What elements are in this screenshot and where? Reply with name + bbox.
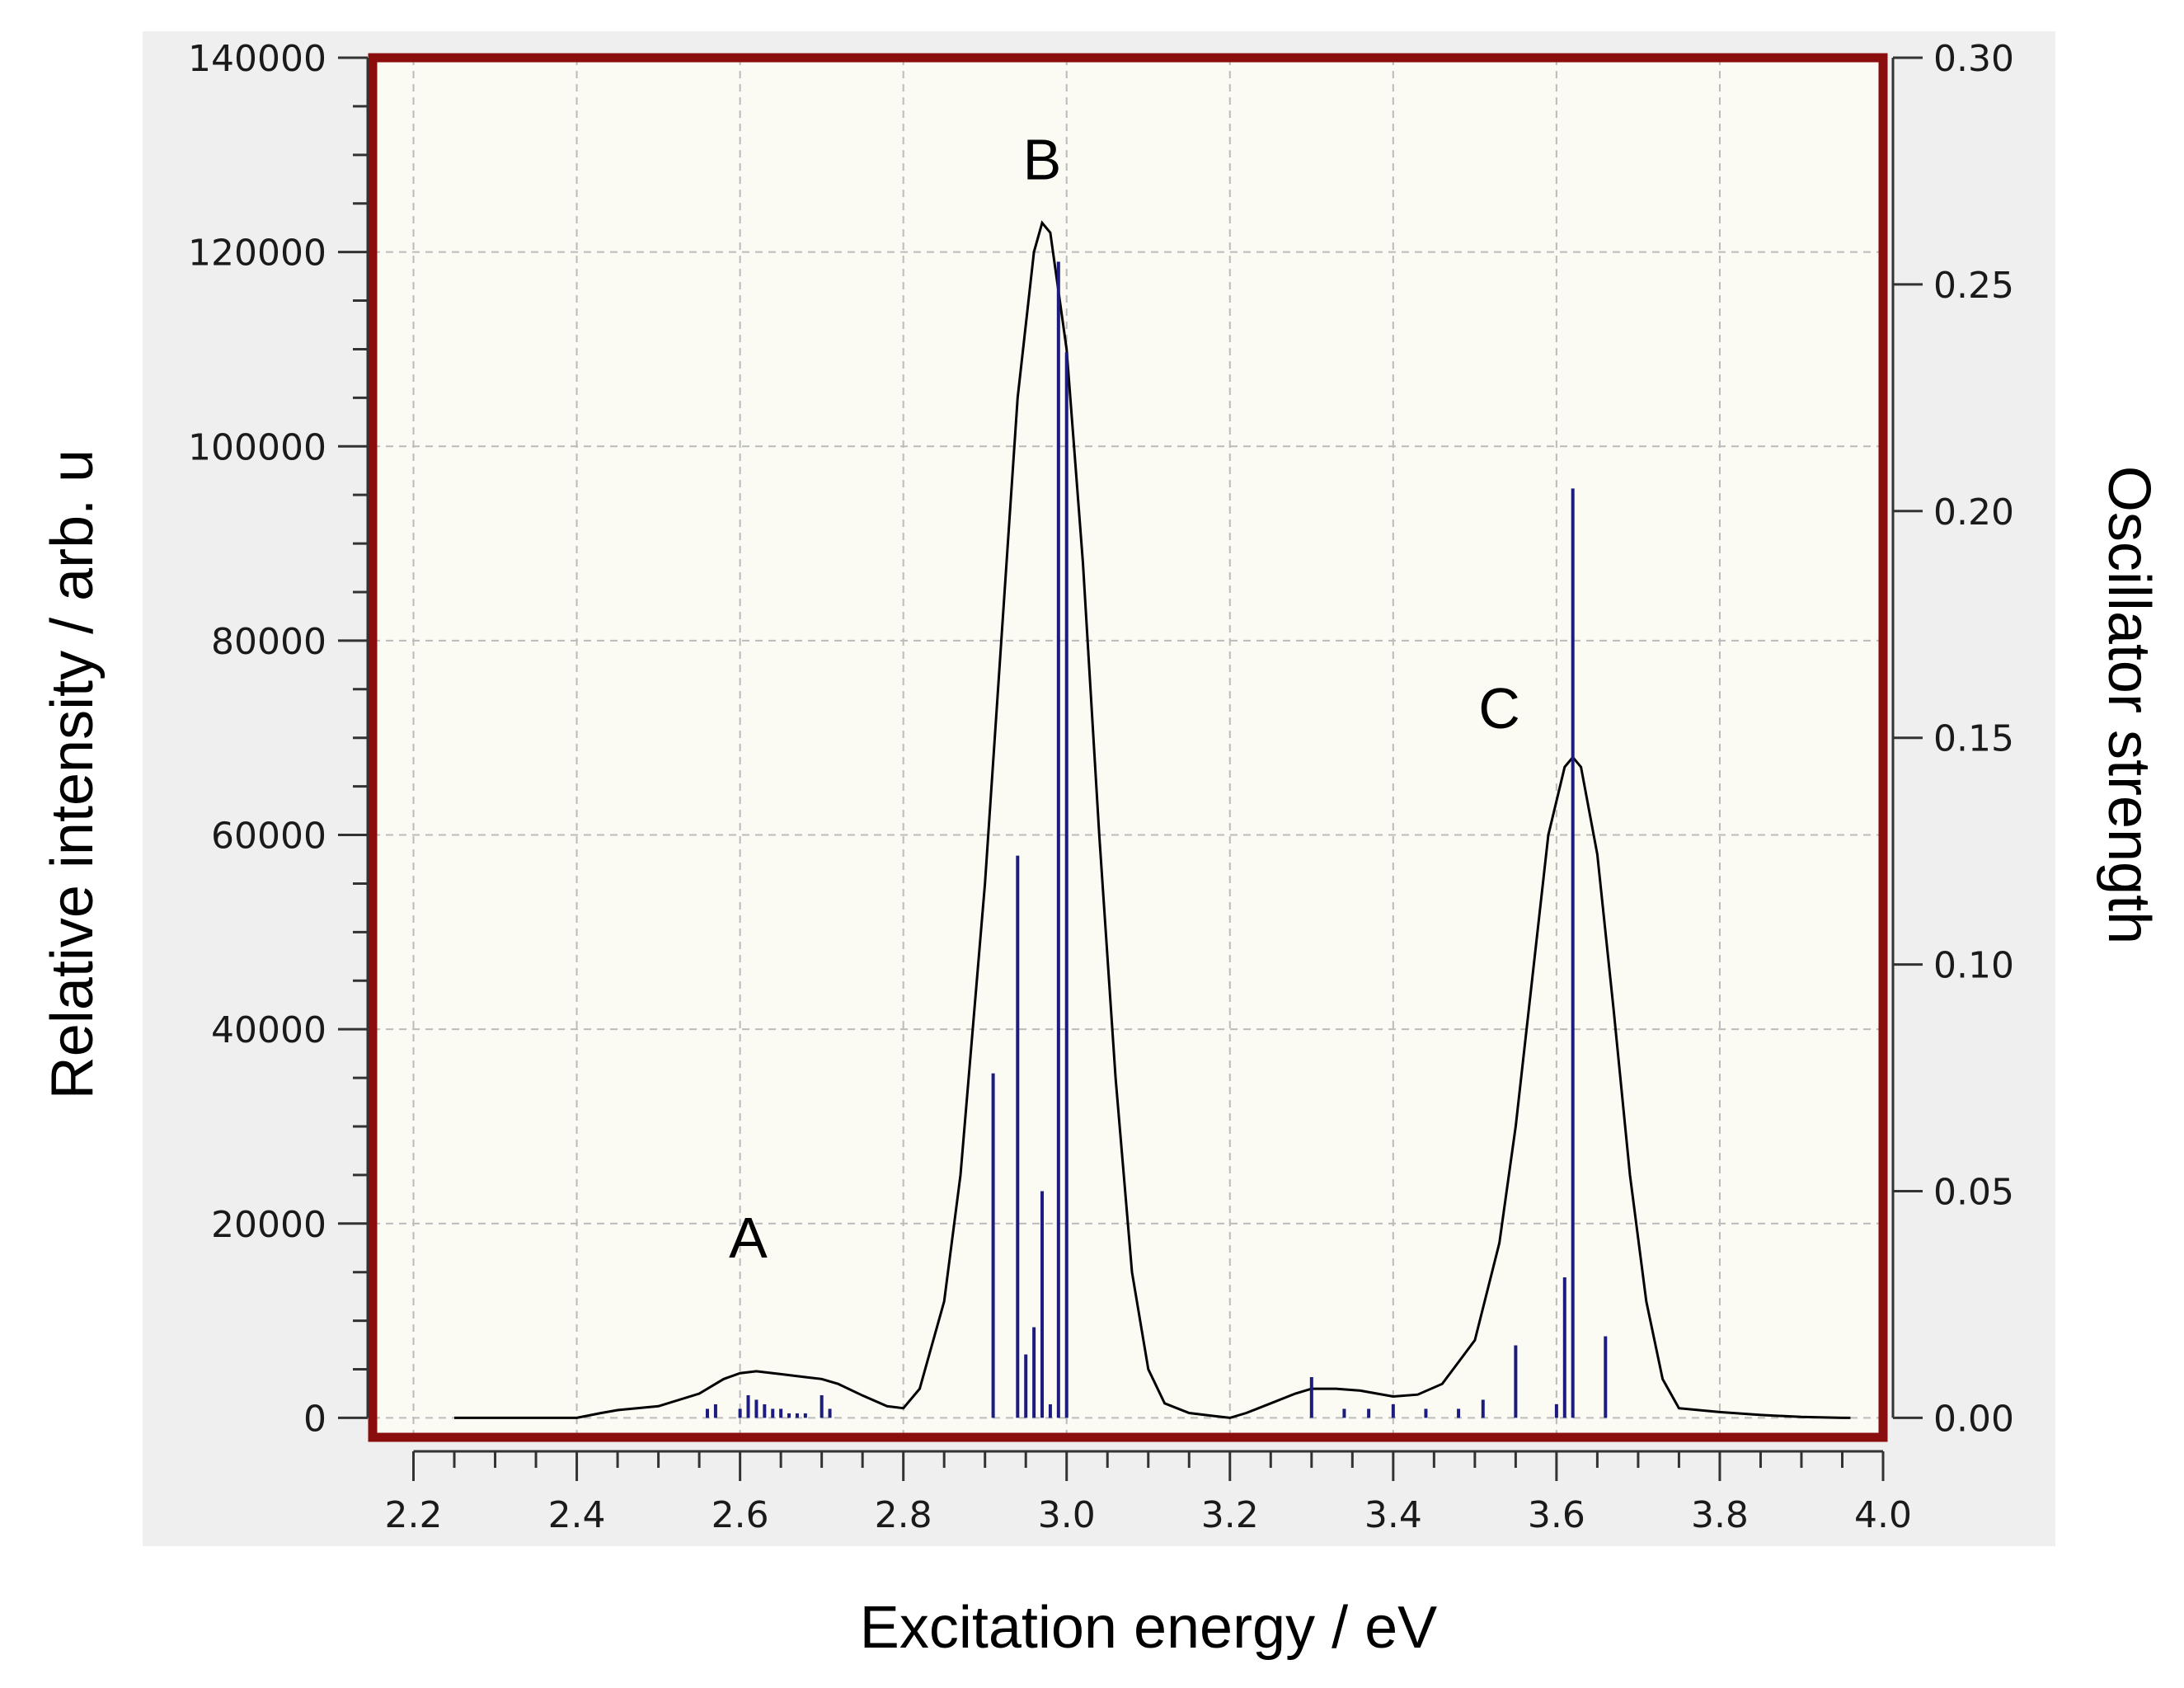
curve-layer: [454, 220, 1851, 1419]
y2-tick-label-3: 0.15: [1933, 718, 2014, 760]
x-tick-label-0: 2.2: [385, 1494, 443, 1536]
y2-axis-title: Oscillator strength: [2096, 466, 2162, 944]
x-tick-label-4: 3.0: [1038, 1494, 1096, 1536]
y2-tick-label-2: 0.10: [1933, 945, 2014, 987]
x-tick-label-1: 2.4: [548, 1494, 606, 1536]
y2-tick-label-4: 0.20: [1933, 491, 2014, 534]
y-tick-label-3: 60000: [211, 816, 326, 858]
plot-area: [373, 58, 1883, 1437]
y-tick-label-7: 140000: [188, 38, 326, 80]
y2-tick-label-6: 0.30: [1933, 38, 2014, 80]
x-tick-label-5: 3.2: [1201, 1494, 1259, 1536]
y-axis-right: 0.00 0.05 0.10 0.15 0.20 0.25 0.30: [1891, 38, 2014, 1440]
y-tick-label-5: 100000: [188, 426, 326, 468]
y-tick-label-4: 80000: [211, 621, 326, 663]
x-tick-label-8: 3.8: [1691, 1494, 1749, 1536]
peak-label-b: B: [1023, 127, 1062, 191]
x-tick-label-9: 4.0: [1854, 1494, 1912, 1536]
peak-labels: A B C: [729, 127, 1520, 1270]
x-axis: 2.2 2.4 2.6 2.8 3.0 3.2 3.4 3.6 3.8 4.0: [385, 1450, 1912, 1536]
x-tick-label-7: 3.6: [1528, 1494, 1585, 1536]
y-tick-label-1: 20000: [211, 1204, 326, 1246]
y2-tick-label-0: 0.00: [1933, 1398, 2014, 1440]
y-axis-left: 0 20000 40000 60000 80000 100000 120000 140000: [188, 38, 369, 1440]
y-axis-title: Relative intensity / arb. u: [40, 449, 106, 1099]
x-tick-label-2: 2.6: [712, 1494, 769, 1536]
plot-frame: [368, 53, 1888, 1442]
y2-tick-label-5: 0.25: [1933, 265, 2014, 307]
y-tick-label-6: 120000: [188, 233, 326, 275]
spectrum-curve: [454, 220, 1851, 1419]
y-tick-label-2: 40000: [211, 1009, 326, 1051]
y2-tick-label-1: 0.05: [1933, 1172, 2014, 1214]
x-tick-label-6: 3.4: [1364, 1494, 1422, 1536]
x-tick-label-3: 2.8: [875, 1494, 932, 1536]
stick-layer: [706, 261, 1608, 1418]
x-axis-title: Excitation energy / eV: [860, 1595, 1437, 1661]
peak-label-c: C: [1478, 676, 1520, 741]
y-tick-label-0: 0: [303, 1398, 326, 1440]
peak-label-a: A: [729, 1206, 768, 1270]
